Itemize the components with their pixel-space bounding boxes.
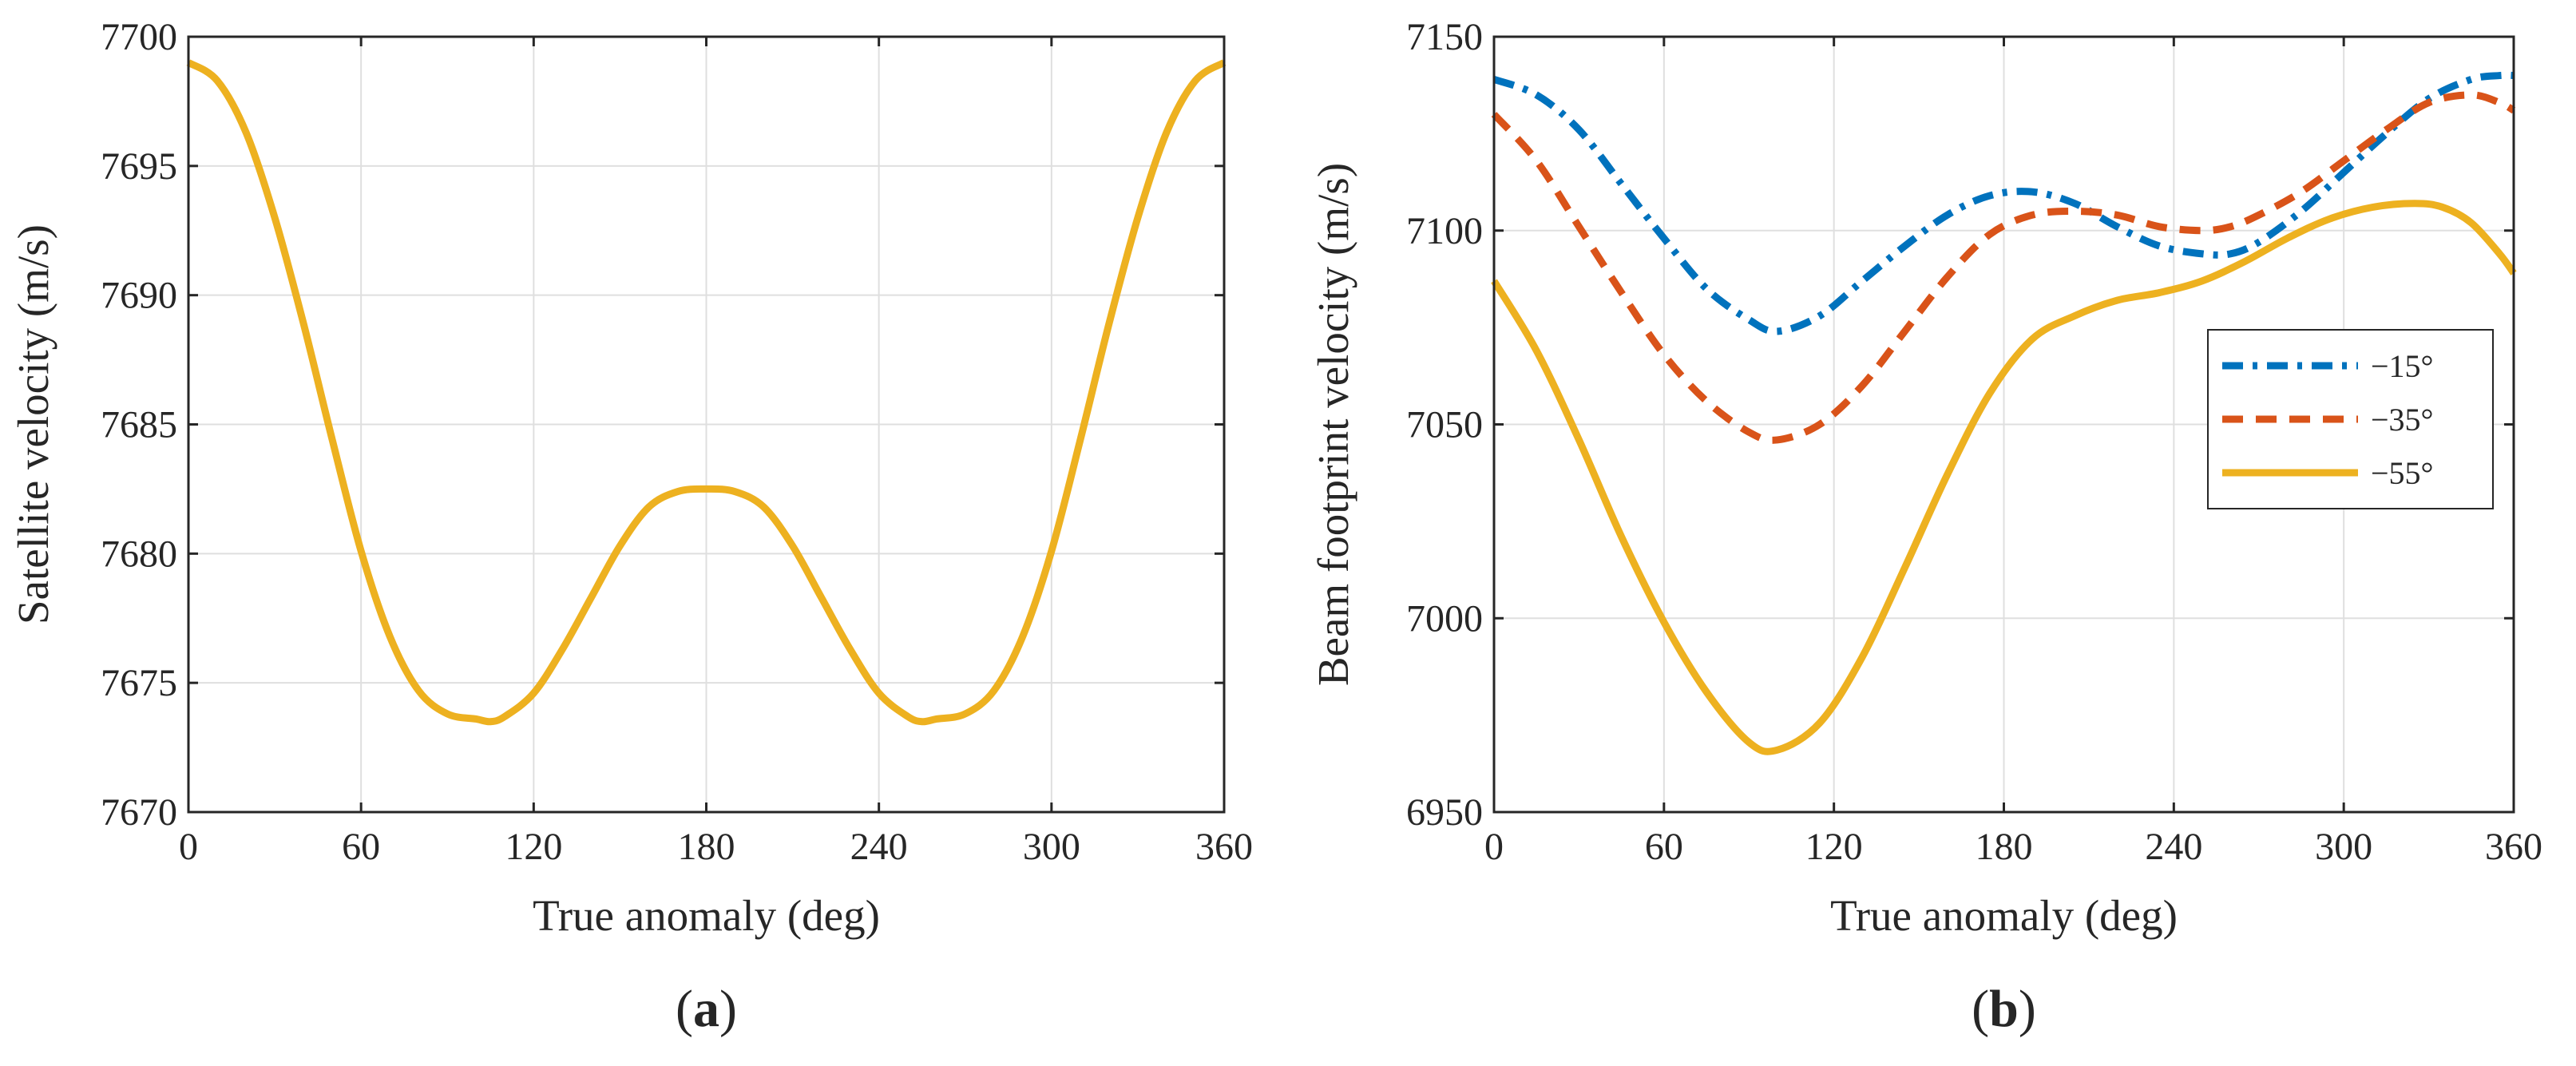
ticks: 0 60 120 180 240 300 360 7670 7675 7680 7685 7690 76… <box>101 16 1253 868</box>
legend-label-2: −55° <box>2371 455 2434 491</box>
series-group <box>186 59 1227 726</box>
panel-label-open: ( <box>676 980 693 1038</box>
panel-label-open: ( <box>1972 980 1989 1038</box>
y-tick-label: 7695 <box>101 145 177 188</box>
x-tick-label: 240 <box>850 826 908 868</box>
panel-label-close: ) <box>719 980 737 1038</box>
x-tick-label: 60 <box>1645 826 1683 868</box>
panel-b: 0 60 120 180 240 300 360 6950 7000 7050 7100 7150 Tr… <box>1309 16 2542 1038</box>
y-tick-label: 7050 <box>1406 404 1483 446</box>
y-axis-label: Beam footprint velocity (m/s) <box>1309 163 1357 686</box>
series-line-0 <box>186 59 1227 726</box>
x-tick-label: 60 <box>342 826 380 868</box>
x-tick-label: 360 <box>2485 826 2542 868</box>
x-tick-label: 180 <box>678 826 735 868</box>
y-tick-label: 7150 <box>1406 16 1483 58</box>
x-tick-label: 120 <box>505 826 562 868</box>
legend-label-1: −35° <box>2371 402 2434 438</box>
x-tick-label: 180 <box>1976 826 2033 868</box>
panel-label: (a) <box>676 980 737 1038</box>
x-axis-label: True anomaly (deg) <box>1830 891 2178 940</box>
y-tick-label: 7670 <box>101 791 177 834</box>
y-tick-label: 7675 <box>101 662 177 704</box>
y-tick-label: 6950 <box>1406 791 1483 834</box>
series-line-2 <box>1491 200 2517 755</box>
panel-label-letter: b <box>1989 980 2019 1038</box>
legend-box <box>2207 329 2494 509</box>
panel-label-letter: a <box>693 980 719 1038</box>
y-tick-label: 7685 <box>101 404 177 446</box>
x-axis-label: True anomaly (deg) <box>533 891 880 940</box>
y-tick-label: 7000 <box>1406 597 1483 640</box>
series-line-0 <box>1492 71 2515 335</box>
panel-label: (b) <box>1972 980 2036 1038</box>
panel-label-close: ) <box>2019 980 2036 1038</box>
ticks: 0 60 120 180 240 300 360 6950 7000 7050 7100 7150 <box>1406 16 2542 868</box>
y-tick-label: 7100 <box>1406 210 1483 252</box>
grid <box>188 36 1225 813</box>
x-tick-label: 300 <box>2315 826 2372 868</box>
x-tick-label: 360 <box>1195 826 1253 868</box>
x-tick-label: 120 <box>1805 826 1863 868</box>
legend: −15° −35° −55° <box>2207 329 2494 509</box>
series-group <box>1491 71 2517 755</box>
x-tick-label: 240 <box>2145 826 2202 868</box>
y-tick-label: 7690 <box>101 275 177 317</box>
series-line-1 <box>1491 91 2516 444</box>
y-tick-label: 7700 <box>101 16 177 58</box>
x-tick-label: 300 <box>1023 826 1080 868</box>
panel-a: 0 60 120 180 240 300 360 7670 7675 7680 7685 7690 76… <box>9 16 1253 1038</box>
x-tick-label: 0 <box>1484 826 1504 868</box>
legend-label-0: −15° <box>2371 348 2434 384</box>
y-axis-label: Satellite velocity (m/s) <box>9 224 57 624</box>
x-tick-label: 0 <box>179 826 198 868</box>
y-tick-label: 7680 <box>101 533 177 575</box>
